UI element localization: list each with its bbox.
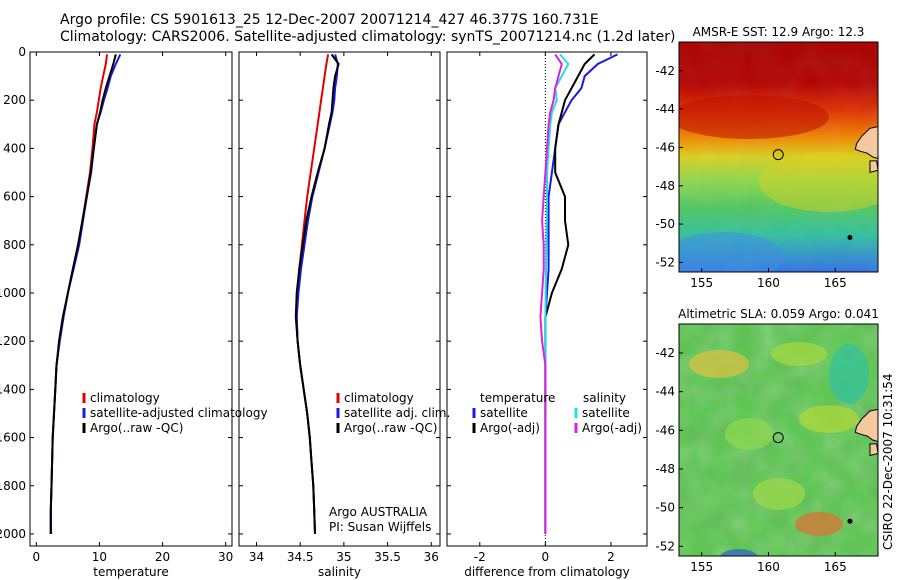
legend-entry: climatology bbox=[344, 391, 414, 405]
legend-entry: Argo(-adj) bbox=[582, 421, 642, 435]
x-tick-label: 0 bbox=[32, 550, 40, 564]
map-panel-4-frame bbox=[678, 323, 879, 557]
x-tick-label: 0 bbox=[542, 550, 550, 564]
legend-entry: climatology bbox=[90, 391, 160, 405]
auckland-islands bbox=[847, 235, 853, 240]
sla-eddy-2 bbox=[725, 418, 773, 450]
map-lat-label: -42 bbox=[655, 64, 675, 78]
map-lat-label: -50 bbox=[655, 501, 675, 515]
x-tick-label: 2 bbox=[607, 550, 615, 564]
legend-group-title: salinity bbox=[583, 391, 626, 405]
depth-tick-label: 1600 bbox=[0, 431, 26, 445]
annotation-argo-australia: Argo AUSTRALIA bbox=[329, 505, 428, 519]
x-tick-label: 35 bbox=[336, 550, 351, 564]
depth-tick-label: 1800 bbox=[0, 479, 26, 493]
annotation-pi: PI: Susan Wijffels bbox=[329, 520, 431, 534]
depth-tick-label: 2000 bbox=[0, 527, 26, 541]
stewart-island bbox=[869, 443, 878, 457]
sla-eddy-8 bbox=[829, 344, 869, 404]
sst-warm-eddy bbox=[679, 95, 829, 139]
series-line bbox=[294, 53, 340, 535]
legend-entry: Argo(-adj) bbox=[480, 421, 540, 435]
map-panel-4 bbox=[679, 324, 878, 556]
panel-1-frame bbox=[238, 51, 441, 547]
auckland-islands bbox=[847, 518, 853, 524]
legend-entry: Argo(..raw -QC) bbox=[344, 421, 437, 435]
x-tick-label: 35.5 bbox=[374, 550, 401, 564]
legend-group-title: temperature bbox=[480, 391, 555, 405]
map-lon-label: 155 bbox=[690, 276, 713, 290]
map-lat-label: -44 bbox=[655, 385, 675, 399]
map-lat-label: -46 bbox=[655, 140, 675, 154]
new-zealand-landmass bbox=[854, 126, 878, 160]
map-title: Altimetric SLA: 0.059 Argo: 0.041 bbox=[678, 307, 879, 321]
map-lon-label: 155 bbox=[690, 560, 713, 574]
map-lat-label: -46 bbox=[655, 423, 675, 437]
x-tick-label: 20 bbox=[155, 550, 170, 564]
x-tick-label: 36 bbox=[424, 550, 439, 564]
map-title: AMSR-E SST: 12.9 Argo: 12.3 bbox=[693, 25, 865, 39]
x-axis-label: temperature bbox=[93, 565, 168, 579]
new-zealand-landmass bbox=[854, 408, 878, 443]
map-lat-label: -48 bbox=[655, 462, 675, 476]
map-lat-label: -42 bbox=[655, 346, 675, 360]
map-panel-3-frame bbox=[678, 41, 879, 273]
map-lon-label: 160 bbox=[757, 276, 780, 290]
argo-float-marker bbox=[772, 149, 784, 161]
x-axis-label: difference from climatology bbox=[464, 565, 630, 579]
profile-title: Argo profile: CS 5901613_25 12-Dec-2007 … bbox=[60, 12, 599, 28]
depth-tick-label: 800 bbox=[3, 238, 26, 252]
stewart-island bbox=[869, 160, 878, 173]
depth-tick-label: 1200 bbox=[0, 334, 26, 348]
map-lon-label: 165 bbox=[824, 560, 847, 574]
x-tick-label: 10 bbox=[92, 550, 107, 564]
series-line bbox=[539, 53, 563, 534]
map-lat-label: -48 bbox=[655, 179, 675, 193]
x-axis-label: salinity bbox=[318, 565, 361, 579]
depth-tick-label: 1400 bbox=[0, 382, 26, 396]
credit-timestamp: CSIRO 22-Dec-2007 10:31:54 bbox=[881, 373, 895, 550]
map-lat-label: -52 bbox=[655, 255, 675, 269]
legend-entry: satellite adj. clim. bbox=[344, 406, 450, 420]
depth-tick-label: 0 bbox=[18, 45, 26, 59]
map-lat-label: -52 bbox=[655, 539, 675, 553]
panel-0-frame bbox=[29, 51, 233, 547]
climatology-subtitle: Climatology: CARS2006. Satellite-adjuste… bbox=[60, 29, 676, 45]
sla-eddy-6 bbox=[719, 549, 759, 556]
legend-entry: satellite bbox=[582, 406, 630, 420]
argo-float-marker bbox=[772, 432, 784, 444]
x-tick-label: 34.5 bbox=[287, 550, 314, 564]
depth-tick-label: 1000 bbox=[0, 286, 26, 300]
map-lon-label: 160 bbox=[757, 560, 780, 574]
sla-eddy-1 bbox=[771, 342, 827, 366]
legend-entry: Argo(..raw -QC) bbox=[90, 421, 183, 435]
x-tick-label: 34 bbox=[249, 550, 264, 564]
map-lat-label: -44 bbox=[655, 102, 675, 116]
sla-eddy-3 bbox=[799, 405, 859, 433]
x-tick-label: -2 bbox=[474, 550, 486, 564]
sla-eddy-4 bbox=[753, 478, 805, 510]
sst-cold-pool bbox=[679, 232, 784, 272]
legend-entry: satellite bbox=[480, 406, 528, 420]
map-panel-3 bbox=[679, 42, 878, 272]
legend-entry: satellite-adjusted climatology bbox=[90, 406, 268, 420]
depth-tick-label: 400 bbox=[3, 141, 26, 155]
sla-eddy-5 bbox=[795, 512, 843, 536]
series-line bbox=[49, 54, 117, 534]
depth-tick-label: 200 bbox=[3, 93, 26, 107]
map-lon-label: 165 bbox=[824, 276, 847, 290]
sla-eddy-0 bbox=[689, 350, 749, 378]
map-lat-label: -50 bbox=[655, 217, 675, 231]
sst-front bbox=[759, 152, 878, 212]
depth-tick-label: 600 bbox=[3, 190, 26, 204]
x-tick-label: 30 bbox=[218, 550, 233, 564]
